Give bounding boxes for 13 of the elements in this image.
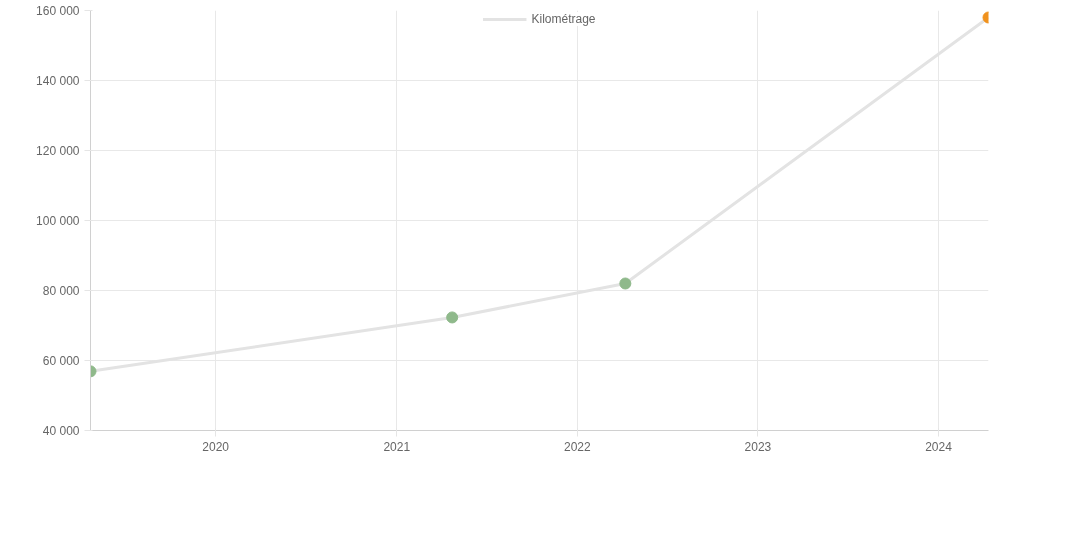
y-tick-label: 60 000: [42, 353, 80, 368]
y-tick-label: 140 000: [36, 73, 80, 88]
x-tick-label: 2023: [744, 439, 772, 454]
y-tick-label: 80 000: [42, 283, 80, 298]
y-tick-label: 120 000: [36, 143, 80, 158]
legend-label: Kilométrage: [531, 12, 596, 26]
x-tick-label: 2021: [383, 439, 411, 454]
y-tick-label: 40 000: [42, 423, 80, 438]
y-tick-label: 160 000: [36, 3, 80, 18]
x-tick-label: 2022: [564, 439, 592, 454]
x-tick-label: 2020: [202, 439, 230, 454]
x-tick-label: 2024: [925, 439, 953, 454]
y-tick-label: 100 000: [36, 213, 80, 228]
